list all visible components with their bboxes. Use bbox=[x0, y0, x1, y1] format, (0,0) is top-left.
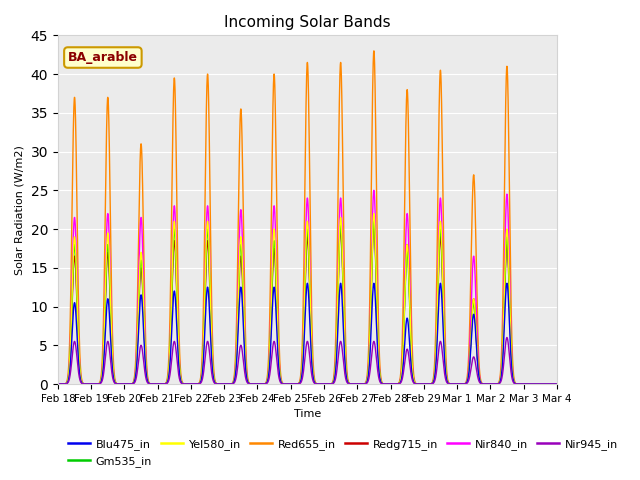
Legend: Blu475_in, Gm535_in, Yel580_in, Red655_in, Redg715_in, Nir840_in, Nir945_in: Blu475_in, Gm535_in, Yel580_in, Red655_i… bbox=[63, 435, 622, 471]
X-axis label: Time: Time bbox=[294, 409, 321, 419]
Y-axis label: Solar Radiation (W/m2): Solar Radiation (W/m2) bbox=[15, 145, 25, 275]
Title: Incoming Solar Bands: Incoming Solar Bands bbox=[224, 15, 390, 30]
Text: BA_arable: BA_arable bbox=[68, 51, 138, 64]
